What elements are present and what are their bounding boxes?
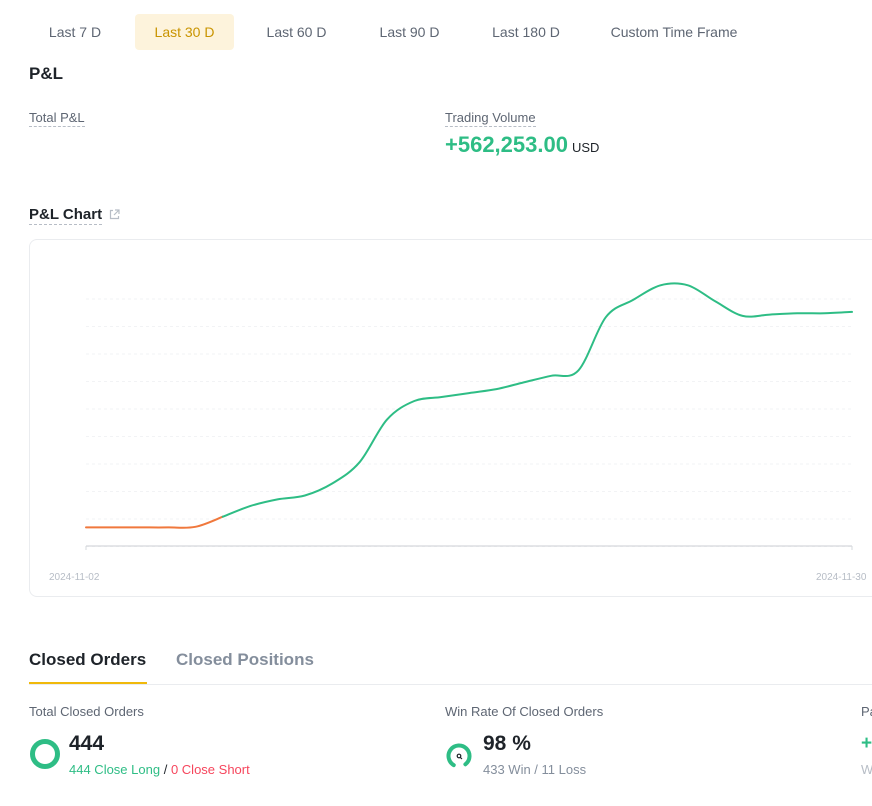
close-long-count: 444 Close Long — [69, 762, 161, 777]
tab-last-60d[interactable]: Last 60 D — [266, 24, 327, 40]
pnl-data-point[interactable] — [385, 418, 389, 422]
pnl-data-point[interactable] — [795, 311, 799, 315]
x-label-end: 2024-11-30 — [816, 572, 867, 583]
pnl-data-point[interactable] — [111, 525, 115, 529]
tab-last-180d[interactable]: Last 180 D — [492, 24, 560, 40]
pnl-data-point[interactable] — [166, 525, 170, 529]
tab-last-30d[interactable]: Last 30 D — [135, 14, 234, 50]
win-rate-value: 98 % — [483, 732, 531, 755]
close-long-short-breakdown: 444 Close Long / 0 Close Short — [69, 762, 250, 777]
trading-volume-unit: USD — [571, 140, 600, 155]
total-pnl-label[interactable]: Total P&L — [29, 110, 85, 127]
pnl-data-point[interactable] — [741, 314, 745, 318]
pnl-title: P&L — [29, 64, 63, 83]
pnl-data-point[interactable] — [659, 283, 663, 287]
tab-custom-time-frame[interactable]: Custom Time Frame — [610, 24, 738, 40]
pnl-data-point[interactable] — [631, 298, 635, 302]
close-short-count: 0 Close Short — [170, 762, 250, 777]
trading-volume-label-wrap: Trading Volume — [445, 109, 536, 127]
pnl-data-point[interactable] — [850, 310, 854, 314]
pnl-chart-title[interactable]: P&L Chart — [29, 206, 103, 225]
pnl-data-point[interactable] — [522, 380, 526, 384]
pnl-data-point[interactable] — [440, 395, 444, 399]
pnl-data-point[interactable] — [193, 525, 197, 529]
pnl-data-point[interactable] — [276, 497, 280, 501]
pnl-chart: 2024-11-02 2024-11-30 — [29, 239, 872, 597]
active-tab-indicator — [29, 682, 147, 684]
x-label-start: 2024-11-02 — [49, 572, 100, 583]
chart-grid — [86, 298, 852, 547]
win-rate-label: Win Rate Of Closed Orders — [445, 704, 604, 719]
tab-last-7d[interactable]: Last 7 D — [48, 24, 102, 40]
pnl-data-point[interactable] — [823, 311, 827, 315]
pnl-data-point[interactable] — [494, 387, 498, 391]
total-pnl-label-wrap: Total P&L — [29, 109, 85, 127]
close-long-ratio-ring-icon — [30, 739, 60, 769]
third-stat-sub-clipped: W — [861, 762, 872, 777]
trading-volume-number: +562,253.00 — [445, 132, 568, 157]
pnl-data-point[interactable] — [248, 504, 252, 508]
trading-volume-label[interactable]: Trading Volume — [445, 110, 536, 127]
pnl-data-point[interactable] — [221, 515, 225, 519]
pnl-data-point[interactable] — [686, 283, 690, 287]
pnl-data-point[interactable] — [604, 315, 608, 319]
win-rate-gauge-icon — [446, 743, 472, 768]
tab-closed-positions[interactable]: Closed Positions — [176, 650, 314, 669]
pnl-data-point[interactable] — [84, 525, 88, 529]
orders-tabs: Closed Orders Closed Positions — [29, 646, 872, 685]
pnl-data-point[interactable] — [768, 313, 772, 317]
total-closed-orders-value: 444 — [69, 732, 105, 755]
pnl-line-negative — [85, 515, 224, 529]
trading-volume-value: +562,253.00 USD — [445, 132, 599, 158]
pnl-data-point[interactable] — [358, 460, 362, 464]
pnl-chart-svg: 2024-11-02 2024-11-30 — [49, 282, 867, 583]
win-loss-breakdown: 433 Win / 11 Loss — [483, 762, 587, 777]
pnl-data-point[interactable] — [412, 399, 416, 403]
third-stat-value-clipped: + — [861, 733, 872, 754]
total-closed-orders-label: Total Closed Orders — [29, 704, 144, 719]
pnl-data-point[interactable] — [467, 391, 471, 395]
pnl-data-point[interactable] — [139, 525, 143, 529]
tab-last-90d[interactable]: Last 90 D — [379, 24, 440, 40]
pnl-data-point[interactable] — [549, 374, 553, 378]
tab-closed-orders[interactable]: Closed Orders — [29, 650, 147, 669]
pnl-data-point[interactable] — [713, 299, 717, 303]
breakdown-separator: / — [163, 762, 168, 777]
pnl-data-point[interactable] — [303, 493, 307, 497]
third-stat-label-clipped: Pa — [861, 704, 872, 719]
pnl-data-point[interactable] — [576, 368, 580, 372]
external-link-icon[interactable] — [108, 208, 121, 221]
pnl-data-point[interactable] — [330, 481, 334, 485]
pnl-line-positive — [221, 282, 853, 518]
